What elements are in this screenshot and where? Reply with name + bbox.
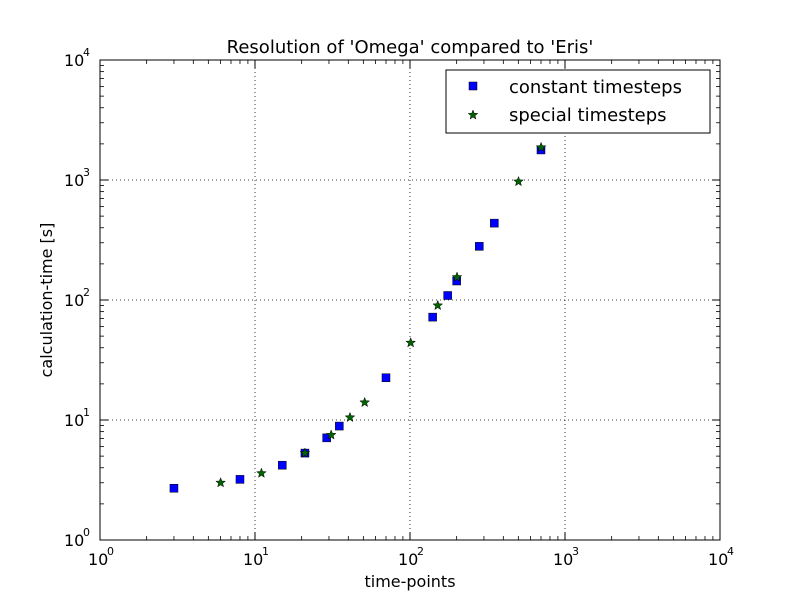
y-tick-label: 10 xyxy=(64,411,84,430)
data-point-constant xyxy=(428,312,437,322)
x-tick-exponent: 2 xyxy=(417,545,424,558)
data-point-special xyxy=(513,175,524,187)
chart-title: Resolution of 'Omega' compared to 'Eris' xyxy=(227,37,594,58)
x-tick-label: 10 xyxy=(243,550,263,569)
data-point-constant xyxy=(235,475,245,484)
x-tick-exponent: 0 xyxy=(107,545,114,558)
grid xyxy=(100,60,720,540)
data-point-special xyxy=(344,411,356,423)
data-point-special xyxy=(299,447,311,458)
y-tick-label: 10 xyxy=(64,531,84,550)
y-tick-exponent: 4 xyxy=(83,46,90,59)
x-tick-label: 10 xyxy=(708,550,728,569)
data-point-constant xyxy=(381,373,391,382)
y-tick-exponent: 2 xyxy=(83,286,90,299)
markers xyxy=(169,141,547,493)
x-tick-label: 10 xyxy=(88,550,108,569)
x-tick-label: 10 xyxy=(398,550,418,569)
legend: constant timesteps special timesteps xyxy=(445,69,711,134)
data-point-special xyxy=(432,299,444,311)
legend-entry-special: special timesteps xyxy=(509,105,667,126)
data-point-constant xyxy=(278,460,287,470)
y-tick-label: 10 xyxy=(64,51,84,70)
legend-box xyxy=(445,69,711,134)
data-point-special xyxy=(405,337,417,348)
data-point-special xyxy=(255,467,267,478)
x-tick-exponent: 3 xyxy=(572,545,579,558)
data-point-special xyxy=(535,141,547,152)
y-tick-label: 10 xyxy=(64,291,84,310)
data-point-special xyxy=(215,477,227,488)
data-point-constant xyxy=(443,291,452,300)
y-tick-exponent: 3 xyxy=(83,166,90,179)
data-point-constant xyxy=(335,421,344,431)
y-tick-label: 10 xyxy=(64,171,84,190)
data-point-constant xyxy=(475,242,484,251)
y-tick-exponent: 1 xyxy=(83,406,90,419)
data-point-special xyxy=(325,429,337,440)
x-axis-label: time-points xyxy=(364,572,455,591)
legend-entry-constant: constant timesteps xyxy=(509,77,682,98)
data-point-special xyxy=(359,396,371,408)
x-tick-exponent: 4 xyxy=(727,545,734,558)
legend-star-marker xyxy=(467,109,479,120)
data-point-constant xyxy=(169,483,179,493)
y-axis-label: calculation-time [s] xyxy=(37,223,56,378)
data-point-constant xyxy=(490,218,499,228)
data-point-special xyxy=(451,271,463,282)
y-tick-exponent: 0 xyxy=(83,526,90,539)
x-tick-label: 10 xyxy=(553,550,573,569)
legend-square-marker xyxy=(468,81,478,91)
x-tick-exponent: 1 xyxy=(262,545,269,558)
